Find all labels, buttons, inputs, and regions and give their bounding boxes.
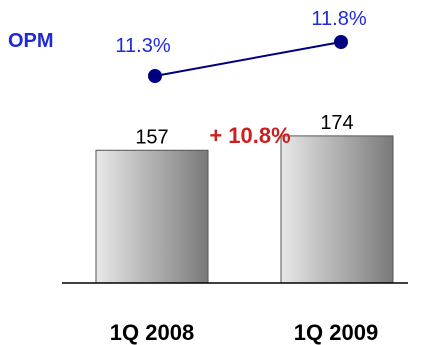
growth-label: + 10.8%: [209, 123, 290, 148]
opm-value-label-1q-2009: 11.8%: [311, 8, 366, 30]
bar-value-label-1q-2009: 174: [320, 112, 353, 134]
x-tick-label-1q-2009: 1Q 2009: [294, 320, 378, 345]
bar-value-label-1q-2008: 157: [135, 126, 168, 148]
bar-1q-2009: [280, 135, 394, 284]
x-tick-label-1q-2008: 1Q 2008: [110, 320, 194, 345]
bar-layer: 157 174: [62, 112, 408, 284]
bar-1q-2008: [95, 149, 209, 284]
opm-point-1q-2008: [148, 69, 162, 83]
opm-series-label: OPM: [8, 30, 54, 52]
opm-value-label-1q-2008: 11.3%: [115, 35, 170, 57]
opm-line-layer: 11.3% 11.8%: [115, 8, 367, 83]
opm-series-line: [154, 41, 342, 77]
opm-point-1q-2009: [334, 35, 348, 49]
